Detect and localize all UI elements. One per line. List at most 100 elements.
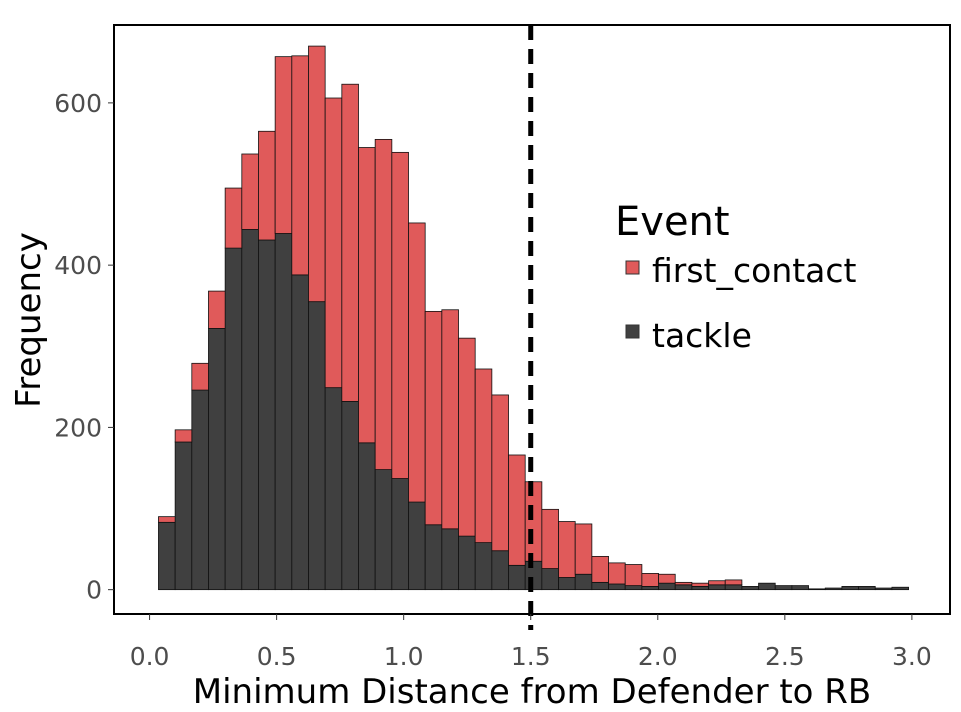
bar-first-contact-15 [391, 151, 409, 479]
bar-tackle-11 [324, 387, 343, 591]
legend: Event first_contact tackle [615, 199, 857, 355]
bar-first-contact-11 [324, 97, 343, 389]
bar-tackle-2 [174, 441, 193, 591]
bar-tackle-26 [574, 573, 593, 591]
x-axis-ticks: 0.0 0.5 1.0 1.5 2.0 2.5 3.0 [130, 614, 932, 671]
bar-tackle-5 [224, 247, 243, 591]
bar-first-contact-24 [541, 508, 559, 569]
panel-border [113, 24, 951, 615]
bar-first-contact-22 [508, 454, 526, 566]
bar-first-contact-23 [524, 481, 543, 562]
bar-first-contact-27 [591, 555, 609, 583]
bar-tackle-3 [191, 389, 209, 591]
bar-tackle-30 [641, 586, 659, 591]
bar-first-contact-10 [308, 45, 326, 303]
bar-tackle-1 [158, 521, 176, 591]
bar-tackle-43 [858, 586, 876, 591]
bar-first-contact-9 [291, 55, 309, 276]
bar-first-contact-33 [691, 582, 709, 587]
y-axis-title: Frequency [9, 232, 49, 408]
bar-first-contact-16 [408, 222, 426, 503]
bar-tackle-40 [808, 588, 826, 591]
bar-first-contact-34 [708, 580, 726, 586]
y-tick-label: 600 [54, 89, 102, 118]
bar-first-contact-4 [208, 290, 226, 329]
bar-tackle-44 [874, 587, 893, 591]
bar-first-contact-31 [658, 573, 676, 584]
bar-tackle-33 [691, 586, 709, 591]
bar-tackle-9 [291, 274, 309, 591]
bar-tackle-18 [441, 528, 459, 591]
bar-tackle-29 [624, 585, 643, 591]
bar-tackle-35 [724, 584, 743, 591]
x-tick-label: 2.5 [765, 642, 805, 671]
y-tick-label: 200 [54, 413, 102, 442]
bar-first-contact-2 [174, 429, 193, 443]
bar-first-contact-35 [724, 579, 743, 586]
legend-key-tackle [625, 324, 640, 339]
bar-tackle-39 [791, 585, 809, 591]
bar-tackle-32 [674, 584, 693, 591]
bar-tackle-8 [274, 233, 293, 591]
y-tick-label: 0 [86, 576, 102, 605]
bar-first-contact-28 [608, 562, 626, 585]
legend-label-tackle: tackle [652, 316, 752, 355]
bar-first-contact-26 [574, 523, 593, 575]
bar-tackle-20 [474, 542, 493, 591]
bar-tackle-23 [524, 560, 543, 591]
bar-tackle-22 [508, 564, 526, 591]
x-tick-label: 0.5 [257, 642, 297, 671]
bar-first-contact-18 [441, 309, 459, 530]
bar-tackle-10 [308, 301, 326, 591]
bar-tackle-21 [491, 550, 509, 591]
x-tick-label: 2.0 [638, 642, 678, 671]
bar-tackle-41 [824, 587, 843, 591]
bars-layer [158, 45, 909, 591]
y-tick-label: 400 [54, 251, 102, 280]
legend-label-first-contact: first_contact [652, 251, 857, 290]
bar-tackle-7 [258, 239, 276, 591]
bar-tackle-12 [341, 401, 359, 591]
bar-tackle-27 [591, 581, 609, 591]
bar-first-contact-29 [624, 564, 643, 587]
bar-first-contact-12 [341, 83, 359, 402]
x-tick-label: 1.0 [384, 642, 424, 671]
bar-tackle-17 [424, 524, 443, 591]
bar-tackle-38 [774, 585, 793, 591]
legend-title: Event [615, 199, 730, 245]
bar-tackle-4 [208, 328, 226, 591]
bar-tackle-36 [741, 586, 759, 591]
x-tick-label: 0.0 [130, 642, 170, 671]
bar-tackle-34 [708, 584, 726, 591]
bar-tackle-14 [374, 469, 393, 591]
bar-first-contact-13 [358, 147, 376, 444]
bar-first-contact-21 [491, 394, 509, 552]
bar-first-contact-25 [558, 521, 576, 578]
bar-first-contact-32 [674, 581, 693, 586]
bar-tackle-37 [758, 582, 776, 591]
bar-tackle-6 [241, 229, 259, 591]
bar-first-contact-7 [258, 130, 276, 241]
bar-first-contact-5 [224, 187, 243, 249]
bar-tackle-19 [458, 535, 476, 591]
y-axis-ticks: 0 200 400 600 [54, 89, 114, 605]
bar-tackle-28 [608, 583, 626, 591]
bar-first-contact-6 [241, 153, 259, 230]
bar-tackle-25 [558, 577, 576, 591]
bar-first-contact-1 [158, 516, 176, 523]
bar-first-contact-20 [474, 368, 493, 544]
bar-first-contact-8 [274, 56, 293, 234]
bar-tackle-13 [358, 442, 376, 591]
x-tick-label: 1.5 [511, 642, 551, 671]
bar-tackle-42 [841, 586, 859, 591]
bar-tackle-15 [391, 478, 409, 591]
bar-tackle-24 [541, 568, 559, 591]
bar-tackle-31 [658, 582, 676, 591]
bar-first-contact-14 [374, 138, 393, 470]
bar-first-contact-17 [424, 310, 443, 526]
bar-first-contact-30 [641, 573, 659, 587]
bar-tackle-16 [408, 501, 426, 591]
bar-tackle-45 [891, 586, 909, 591]
legend-key-first-contact [625, 260, 640, 275]
